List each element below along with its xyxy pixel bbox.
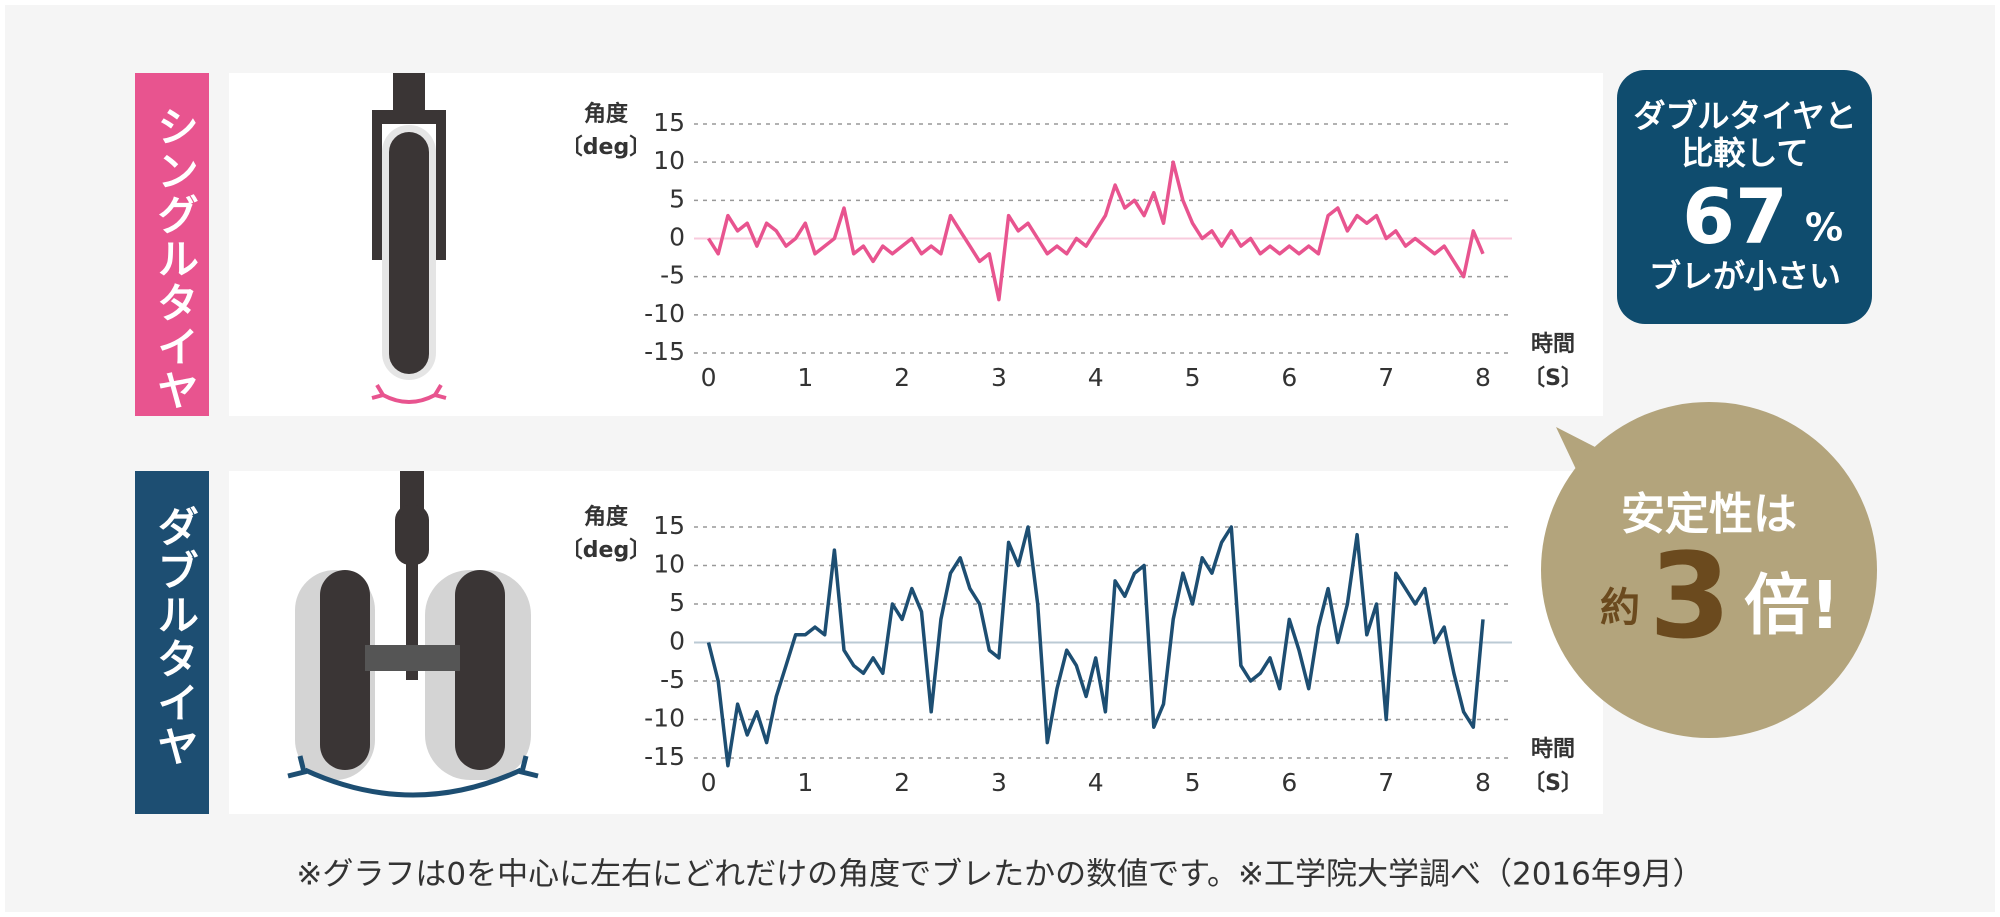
- x-axis-label: 時間: [1531, 737, 1575, 762]
- y-axis-label: 〔deg〕: [561, 538, 651, 563]
- y-tick-label: -10: [644, 704, 685, 733]
- y-tick-label: 15: [653, 511, 685, 540]
- x-axis-label: 〔S〕: [1523, 771, 1583, 796]
- side-label: ダブルタイヤ: [151, 505, 200, 769]
- y-tick-label: 0: [669, 627, 685, 656]
- x-tick-label: 3: [991, 768, 1007, 797]
- x-axis-label: 〔S〕: [1523, 366, 1583, 391]
- badge-unit: %: [1805, 206, 1843, 250]
- y-tick-label: 0: [669, 223, 685, 252]
- x-axis-label: 時間: [1531, 332, 1575, 357]
- x-tick-label: 6: [1281, 768, 1297, 797]
- x-tick-label: 1: [797, 363, 813, 392]
- data-line: [706, 525, 1485, 768]
- badge-number: 67: [1682, 172, 1788, 261]
- y-tick-label: 10: [653, 146, 685, 175]
- bubble: [1541, 402, 1877, 738]
- y-tick-label: 10: [653, 550, 685, 579]
- y-axis-label: 角度: [584, 101, 629, 127]
- x-tick-label: 7: [1378, 768, 1394, 797]
- x-tick-label: 4: [1088, 363, 1104, 392]
- side-label: シングルタイヤ: [151, 105, 200, 413]
- badge-text: 比較して: [1681, 134, 1808, 172]
- x-tick-label: 5: [1185, 768, 1201, 797]
- x-tick-label: 7: [1378, 363, 1394, 392]
- x-tick-label: 0: [701, 768, 717, 797]
- bubble-prefix: 約: [1600, 585, 1640, 631]
- side-label-bg: [135, 471, 209, 814]
- x-tick-label: 5: [1185, 363, 1201, 392]
- y-axis-label: 〔deg〕: [561, 135, 651, 160]
- y-tick-label: 15: [653, 108, 685, 137]
- badge-text: ブレが小さい: [1649, 257, 1841, 295]
- x-tick-label: 8: [1475, 363, 1491, 392]
- bubble-number: 3: [1649, 527, 1731, 665]
- x-tick-label: 8: [1475, 768, 1491, 797]
- side-label-bg: [135, 73, 209, 416]
- y-tick-label: -15: [644, 742, 685, 771]
- y-tick-label: -5: [660, 665, 685, 694]
- y-tick-label: -15: [644, 337, 685, 366]
- x-tick-label: 4: [1088, 768, 1104, 797]
- x-tick-label: 1: [797, 768, 813, 797]
- x-tick-label: 2: [894, 768, 910, 797]
- badge: [1617, 70, 1872, 324]
- y-tick-label: -10: [644, 299, 685, 328]
- y-tick-label: -5: [660, 261, 685, 290]
- y-tick-label: 5: [669, 588, 685, 617]
- bubble-text: 安定性は: [1621, 489, 1797, 540]
- bubble-suffix: 倍!: [1744, 567, 1840, 644]
- y-axis-label: 角度: [584, 504, 629, 530]
- double-tire-illustration: [287, 471, 539, 798]
- x-tick-label: 3: [991, 363, 1007, 392]
- x-tick-label: 0: [701, 363, 717, 392]
- data-line: [707, 160, 1485, 302]
- y-tick-label: 5: [669, 184, 685, 213]
- x-tick-label: 2: [894, 363, 910, 392]
- footnote: ※グラフは0を中心に左右にどれだけの角度でブレたかの数値です。※工学院大学調べ（…: [296, 857, 1703, 893]
- single-tire-illustration: [371, 73, 447, 404]
- badge-text: ダブルタイヤと: [1633, 97, 1856, 135]
- x-tick-label: 6: [1281, 363, 1297, 392]
